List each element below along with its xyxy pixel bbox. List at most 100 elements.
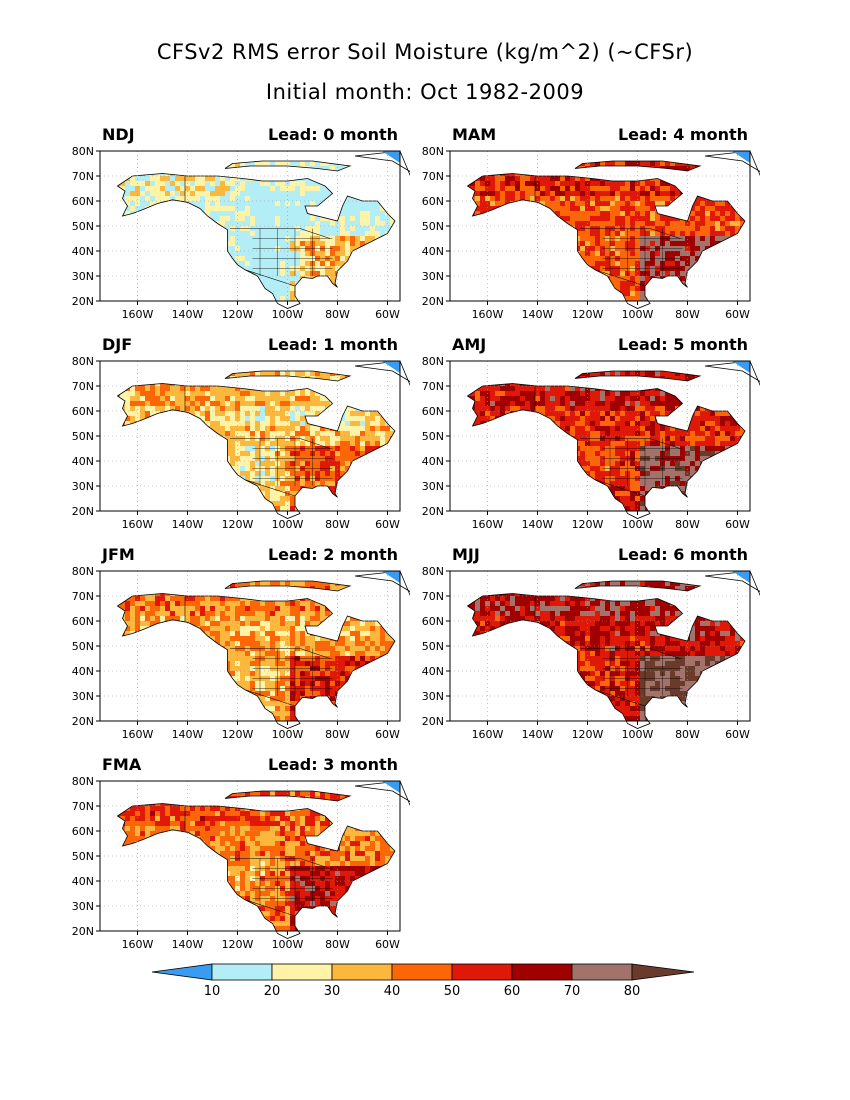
map-panel-djf: 80N 70N 60N 50N 40N 30N 20N 160W 140W 120W 100W 80W… [50,335,410,550]
colorbar-label: 10 [204,984,221,999]
lat-tick-label: 20N [422,295,444,308]
lat-tick-label: 60N [72,195,94,208]
lat-tick-label: 40N [422,665,444,678]
lat-tick-label: 50N [422,640,444,653]
lat-tick-label: 70N [422,170,444,183]
lon-tick-label: 60W [375,728,400,741]
lat-tick-label: 80N [72,145,94,158]
map-plot: 80N 70N 60N 50N 40N 30N 20N 160W 140W 120W 100W 80W… [422,145,760,321]
colorbar-high-extension [631,963,695,981]
lat-tick-label: 20N [72,505,94,518]
gridlines [100,571,400,721]
lat-tick-label: 30N [422,480,444,493]
map-plot: 80N 70N 60N 50N 40N 30N 20N 160W 140W 120W 100W 80W… [72,355,410,531]
lat-tick-label: 20N [72,925,94,938]
political-borders [534,176,683,287]
lat-tick-label: 50N [72,640,94,653]
lat-tick-label: 60N [72,405,94,418]
gridlines [450,571,750,721]
colorbar-segment [331,963,393,981]
map-panel-mjj: 80N 70N 60N 50N 40N 30N 20N 160W 140W 120W 100W 80W… [400,545,760,760]
lon-tick-label: 100W [272,518,304,531]
colorbar-label: 70 [564,984,581,999]
lon-tick-label: 120W [572,308,604,321]
lat-tick-label: 30N [422,690,444,703]
lat-tick-label: 30N [72,270,94,283]
lat-tick-label: 80N [422,355,444,368]
lead-label: Lead: 5 month [617,335,748,354]
lon-tick-label: 160W [122,308,154,321]
political-borders [184,176,333,287]
lead-label: Lead: 2 month [267,545,398,564]
map-panel-mam: 80N 70N 60N 50N 40N 30N 20N 160W 140W 120W 100W 80W… [400,125,760,340]
season-label: FMA [102,755,142,774]
season-label: NDJ [102,125,135,144]
lon-tick-label: 120W [572,728,604,741]
lon-tick-label: 100W [622,518,654,531]
map-panel-amj: 80N 70N 60N 50N 40N 30N 20N 160W 140W 120W 100W 80W… [400,335,760,550]
lon-tick-label: 80W [675,518,700,531]
lat-tick-label: 50N [72,850,94,863]
lat-tick-label: 20N [72,715,94,728]
map-plot: 80N 70N 60N 50N 40N 30N 20N 160W 140W 120W 100W 80W… [72,565,410,741]
figure-subtitle: Initial month: Oct 1982-2009 [265,80,585,104]
coastline [116,803,396,939]
figure-title: CFSv2 RMS error Soil Moisture (kg/m^2) (… [156,40,694,64]
panel-header: MAM Lead: 4 month [450,125,750,145]
coastline [466,173,746,309]
lat-tick-label: 80N [72,355,94,368]
panel-header: NDJ Lead: 0 month [100,125,400,145]
coastline [116,173,396,309]
lat-tick-label: 60N [72,615,94,628]
lead-label: Lead: 4 month [617,125,748,144]
lat-tick-label: 70N [422,380,444,393]
lon-tick-label: 60W [375,308,400,321]
lon-tick-label: 140W [172,308,204,321]
lon-tick-label: 160W [472,728,504,741]
lat-tick-label: 60N [72,825,94,838]
map-plot: 80N 70N 60N 50N 40N 30N 20N 160W 140W 120W 100W 80W… [422,565,760,741]
lon-tick-label: 100W [272,938,304,951]
lat-tick-label: 60N [422,615,444,628]
colorbar-label: 80 [624,984,641,999]
lon-tick-label: 80W [325,308,350,321]
colorbar-segment [571,963,633,981]
lat-tick-label: 30N [72,690,94,703]
season-label: MAM [452,125,497,144]
lon-tick-label: 80W [325,938,350,951]
colorbar-segment [511,963,573,981]
lon-tick-label: 80W [675,728,700,741]
lead-label: Lead: 1 month [267,335,398,354]
lon-tick-label: 160W [472,308,504,321]
lat-tick-label: 20N [72,295,94,308]
lon-tick-label: 80W [325,518,350,531]
lat-tick-label: 70N [422,590,444,603]
lead-label: Lead: 0 month [267,125,398,144]
colorbar-segment [211,963,273,981]
lat-tick-label: 20N [422,715,444,728]
lon-tick-label: 80W [675,308,700,321]
lat-tick-label: 60N [422,195,444,208]
panel-header: MJJ Lead: 6 month [450,545,750,565]
lat-tick-label: 70N [72,590,94,603]
lon-tick-label: 160W [122,728,154,741]
lon-tick-label: 160W [122,938,154,951]
lon-tick-label: 140W [522,518,554,531]
lat-tick-label: 40N [72,875,94,888]
map-plot: 80N 70N 60N 50N 40N 30N 20N 160W 140W 120W 100W 80W… [422,355,760,531]
lead-label: Lead: 6 month [617,545,748,564]
political-borders [184,806,333,917]
lon-tick-label: 160W [472,518,504,531]
lon-tick-label: 120W [222,518,254,531]
panel-header: JFM Lead: 2 month [100,545,400,565]
gridlines [450,151,750,301]
political-borders [534,596,683,707]
lat-tick-label: 80N [72,775,94,788]
colorbar-label: 50 [444,984,461,999]
lat-tick-label: 50N [72,430,94,443]
lat-tick-label: 80N [422,145,444,158]
lon-tick-label: 60W [725,728,750,741]
lat-tick-label: 50N [422,220,444,233]
gridlines [100,361,400,511]
lat-tick-label: 40N [72,665,94,678]
